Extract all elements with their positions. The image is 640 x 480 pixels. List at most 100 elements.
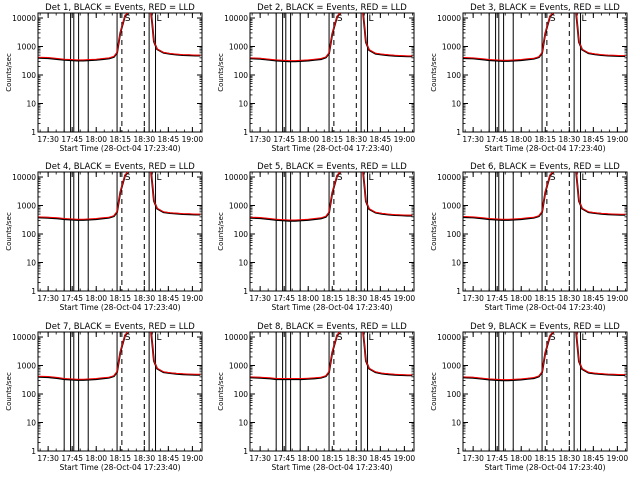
marker-label-l: L <box>157 173 162 183</box>
y-tick-label: 10000 <box>12 173 36 182</box>
panel-title: Det 3, BLACK = Events, RED = LLD <box>470 3 620 13</box>
x-tick-label: 18:45 <box>583 294 605 303</box>
y-tick-label: 10000 <box>437 14 461 23</box>
y-tick-label: 10 <box>451 100 461 109</box>
x-tick-label: 17:45 <box>486 454 508 463</box>
y-tick-label: 100 <box>447 390 462 399</box>
series-group <box>38 172 201 221</box>
detector-panel-8: Det 8, BLACK = Events, RED = LLD Counts/s… <box>217 322 415 472</box>
marker-label-l: L <box>369 333 374 343</box>
x-tick-label: 18:00 <box>85 135 107 144</box>
x-tick-label: 17:45 <box>486 294 508 303</box>
detector-panel-5: Det 5, BLACK = Events, RED = LLD Counts/s… <box>217 162 415 312</box>
x-tick-label: 17:30 <box>249 135 271 144</box>
marker-label-s: S <box>125 173 131 183</box>
series-group <box>250 332 413 381</box>
x-axis-label: Start Time (28-Oct-04 17:23:40) <box>59 303 180 312</box>
plot-frame <box>462 331 628 452</box>
lld-series-line <box>250 172 413 221</box>
x-axis-label: Start Time (28-Oct-04 17:23:40) <box>59 144 180 153</box>
x-tick-label: 17:30 <box>37 135 59 144</box>
y-tick-label: 1000 <box>229 202 248 211</box>
detector-panel-1: Det 1, BLACK = Events, RED = LLD Counts/s… <box>5 3 203 153</box>
x-tick-label: 18:15 <box>534 454 556 463</box>
lld-series-line <box>463 13 626 61</box>
detector-panel-4: Det 4, BLACK = Events, RED = LLD Counts/s… <box>5 162 203 312</box>
y-axis-label: Counts/sec <box>217 212 225 251</box>
series-group <box>250 13 413 63</box>
y-tick-label: 10000 <box>224 333 248 342</box>
y-axis-label: Counts/sec <box>5 372 13 411</box>
x-tick-label: 18:15 <box>321 454 343 463</box>
x-tick-label: 17:30 <box>462 294 484 303</box>
panel-title: Det 7, BLACK = Events, RED = LLD <box>45 322 195 332</box>
panel-title: Det 6, BLACK = Events, RED = LLD <box>470 162 620 172</box>
x-tick-label: 18:15 <box>534 294 556 303</box>
y-tick-label: 100 <box>22 71 37 80</box>
marker-label-l: L <box>369 173 374 183</box>
y-tick-label: 1000 <box>17 202 36 211</box>
y-axis-label: Counts/sec <box>430 212 438 251</box>
detector-panel-6: Det 6, BLACK = Events, RED = LLD Counts/s… <box>430 162 628 312</box>
x-tick-label: 17:30 <box>37 454 59 463</box>
lld-series-line <box>38 172 201 220</box>
x-tick-label: 18:45 <box>158 135 180 144</box>
series-group <box>250 172 413 222</box>
x-tick-label: 17:45 <box>273 294 295 303</box>
marker-label-s: S <box>337 14 343 24</box>
y-tick-label: 1000 <box>442 202 461 211</box>
x-axis-label: Start Time (28-Oct-04 17:23:40) <box>484 303 605 312</box>
y-tick-label: 100 <box>234 390 249 399</box>
y-tick-label: 100 <box>22 390 37 399</box>
y-tick-label: 100 <box>447 71 462 80</box>
x-tick-label: 19:00 <box>394 454 416 463</box>
x-tick-label: 18:45 <box>583 135 605 144</box>
x-tick-label: 18:30 <box>133 135 155 144</box>
x-axis-label: Start Time (28-Oct-04 17:23:40) <box>484 144 605 153</box>
x-tick-label: 18:45 <box>370 294 392 303</box>
series-group <box>463 13 626 62</box>
x-tick-label: 19:00 <box>394 294 416 303</box>
y-tick-label: 10 <box>451 419 461 428</box>
x-tick-label: 19:00 <box>607 454 629 463</box>
x-tick-label: 18:30 <box>133 454 155 463</box>
y-axis-label: Counts/sec <box>5 53 13 92</box>
x-tick-label: 19:00 <box>182 294 204 303</box>
series-group <box>38 332 201 381</box>
y-tick-label: 10 <box>26 100 36 109</box>
plot-frame <box>249 12 415 133</box>
x-tick-label: 17:45 <box>273 454 295 463</box>
y-axis-label: Counts/sec <box>217 53 225 92</box>
detector-panel-3: Det 3, BLACK = Events, RED = LLD Counts/s… <box>430 3 628 153</box>
x-tick-label: 19:00 <box>394 135 416 144</box>
x-tick-label: 17:45 <box>61 294 83 303</box>
y-tick-label: 1 <box>243 447 248 456</box>
x-tick-label: 18:45 <box>158 294 180 303</box>
y-tick-label: 10000 <box>437 333 461 342</box>
y-tick-label: 1 <box>31 287 36 296</box>
x-tick-label: 18:30 <box>558 454 580 463</box>
x-tick-label: 18:15 <box>321 294 343 303</box>
marker-label-s: S <box>550 333 556 343</box>
marker-label-l: L <box>582 333 587 343</box>
y-tick-label: 10000 <box>437 173 461 182</box>
y-tick-label: 1 <box>456 128 461 137</box>
x-tick-label: 18:15 <box>109 294 131 303</box>
x-axis-label: Start Time (28-Oct-04 17:23:40) <box>271 463 392 472</box>
lld-series-line <box>38 13 201 61</box>
lld-series-line <box>463 172 626 220</box>
y-tick-label: 1000 <box>17 43 36 52</box>
x-tick-label: 18:45 <box>158 454 180 463</box>
y-tick-label: 1000 <box>229 43 248 52</box>
x-tick-label: 19:00 <box>182 135 204 144</box>
panel-title: Det 1, BLACK = Events, RED = LLD <box>45 3 195 13</box>
detector-panel-7: Det 7, BLACK = Events, RED = LLD Counts/s… <box>5 322 203 472</box>
x-tick-label: 19:00 <box>607 294 629 303</box>
y-tick-label: 10 <box>451 259 461 268</box>
lld-series-line <box>250 13 413 62</box>
x-tick-label: 18:30 <box>345 454 367 463</box>
x-tick-label: 18:00 <box>510 135 532 144</box>
events-series-line <box>250 332 413 381</box>
x-tick-label: 18:45 <box>370 135 392 144</box>
